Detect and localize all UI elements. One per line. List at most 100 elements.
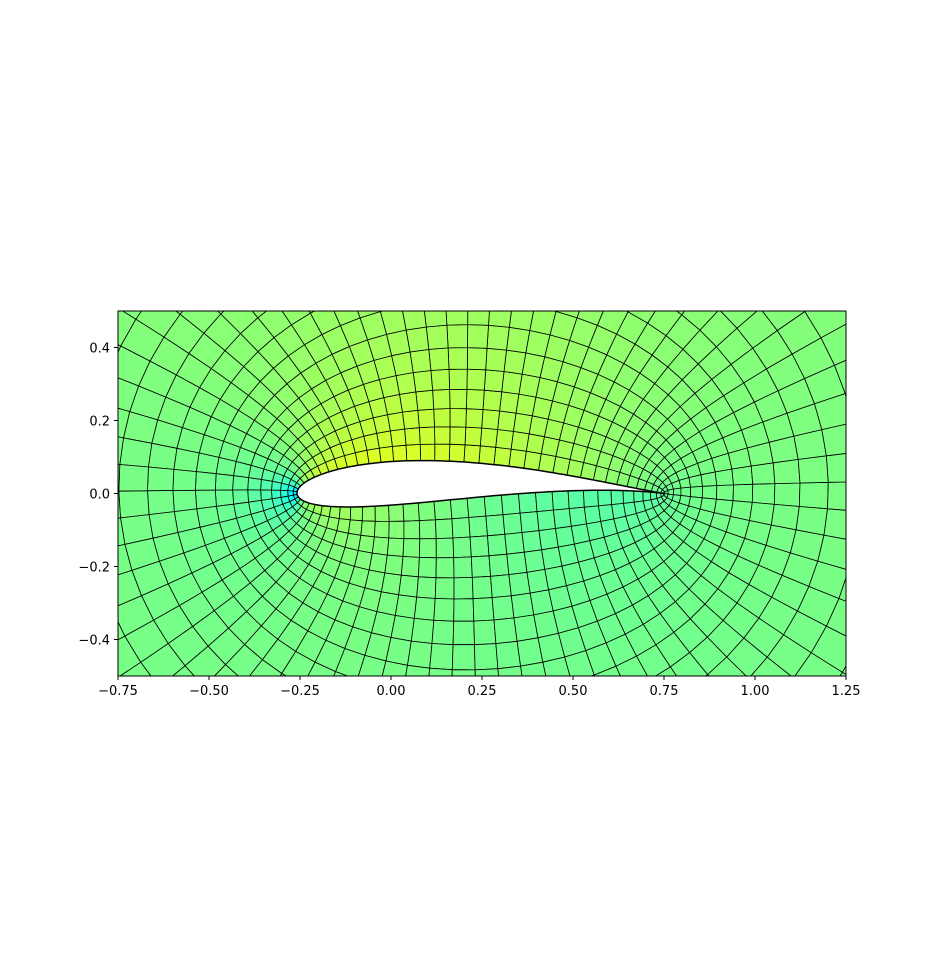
- mesh-cell: [785, 2, 859, 78]
- mesh-cell: [645, 97, 698, 152]
- mesh-cell: [334, 810, 378, 857]
- mesh-cell: [552, 190, 589, 230]
- mesh-cell: [655, 733, 700, 779]
- mesh-cell: [426, 60, 467, 106]
- mesh-cell: [801, 701, 856, 756]
- mesh-cell: [615, 718, 655, 760]
- mesh-cell: [0, 158, 13, 230]
- mesh-cell: [188, 839, 247, 901]
- mesh-cell: [0, 452, 12, 493]
- mesh-cell: [448, 443, 466, 463]
- mesh-cell: [912, 856, 940, 939]
- mesh-cell: [716, 484, 734, 502]
- mesh-cell: [494, 215, 524, 249]
- mesh-cell: [334, 20, 385, 76]
- mesh-cell: [466, 368, 487, 391]
- mesh-cell: [109, 59, 176, 127]
- mesh-cell: [905, 782, 940, 856]
- mesh-cell: [604, 691, 640, 729]
- mesh-cell: [153, 711, 203, 761]
- mesh-cell: [645, 188, 690, 234]
- mesh-cell: [0, 829, 10, 911]
- mesh-cell: [816, 0, 897, 33]
- mesh-cell: [87, 895, 161, 970]
- mesh-cell: [25, 346, 74, 393]
- mesh-cell: [520, 905, 568, 958]
- mesh-cell: [38, 705, 98, 764]
- mesh-cell: [534, 109, 576, 155]
- mesh-cell: [31, 220, 91, 279]
- mesh-cell: [474, 643, 499, 671]
- mesh-cell: [389, 428, 407, 447]
- mesh-cell: [0, 0, 33, 34]
- mesh-cell: [742, 212, 792, 263]
- mesh-cell: [640, 705, 681, 747]
- mesh-cell: [562, 739, 599, 779]
- mesh-cell: [429, 643, 454, 671]
- mesh-cell: [798, 481, 829, 510]
- mesh-cell: [933, 438, 940, 480]
- mesh-cell: [64, 361, 109, 403]
- mesh-cell: [859, 481, 896, 514]
- mesh-cell: [699, 311, 738, 348]
- mesh-cell: [171, 140, 226, 196]
- mesh-cell: [623, 830, 674, 884]
- mesh-cell: [118, 543, 133, 576]
- mesh-cell: [153, 817, 213, 879]
- mesh-cell: [417, 408, 435, 429]
- mesh-cell: [207, 0, 275, 11]
- mesh-cell: [430, 368, 451, 391]
- mesh-cell: [436, 180, 467, 215]
- mesh-cell: [546, 18, 596, 73]
- mesh-cell: [929, 257, 940, 318]
- mesh-cell: [655, 0, 723, 5]
- mesh-cell: [249, 659, 283, 676]
- mesh-cell: [555, 710, 589, 747]
- mesh-cell: [467, 180, 498, 215]
- mesh-cell: [519, 511, 540, 533]
- mesh-cell: [593, 665, 621, 676]
- mesh-cell: [361, 505, 376, 522]
- mesh-cell: [11, 492, 53, 530]
- mesh-cell: [895, 626, 940, 680]
- mesh-cell: [13, 153, 80, 220]
- mesh-cell: [480, 958, 529, 977]
- mesh-cell: [536, 509, 556, 532]
- mesh-cell: [428, 347, 450, 371]
- mesh-cell: [502, 512, 523, 535]
- mesh-cell: [399, 864, 442, 912]
- mesh-cell: [118, 517, 126, 547]
- mesh-cell: [563, 259, 595, 293]
- mesh-cell: [321, 847, 369, 899]
- mesh-cell: [196, 227, 241, 273]
- mesh-cell: [487, 533, 508, 557]
- mesh-cell: [275, 178, 319, 224]
- mesh-cell: [491, 595, 515, 621]
- mesh-cell: [430, 104, 467, 146]
- mesh-cell: [331, 231, 366, 268]
- mesh-cell: [821, 423, 846, 457]
- mesh-cell: [260, 479, 273, 491]
- mesh-cell: [589, 163, 631, 208]
- mesh-cell: [776, 783, 837, 845]
- mesh-cell: [720, 311, 758, 329]
- mesh-cell: [251, 311, 268, 319]
- mesh-cell: [569, 771, 610, 815]
- mesh-cell: [323, 118, 368, 166]
- mesh-cell: [452, 536, 472, 559]
- mesh-cell: [694, 893, 758, 960]
- mesh-cell: [172, 489, 198, 513]
- mesh-cell: [597, 489, 613, 507]
- mesh-cell: [545, 815, 588, 862]
- mesh-cell: [860, 67, 935, 142]
- mesh-cell: [642, 491, 652, 502]
- mesh-cell: [219, 254, 260, 296]
- mesh-cell: [467, 324, 489, 349]
- mesh-cell: [913, 938, 940, 977]
- mesh-cell: [390, 249, 420, 281]
- mesh-cell: [761, 311, 806, 332]
- mesh-cell: [508, 785, 545, 826]
- mesh-cell: [653, 913, 715, 977]
- mesh-cell: [384, 219, 416, 254]
- mesh-cell: [412, 370, 434, 393]
